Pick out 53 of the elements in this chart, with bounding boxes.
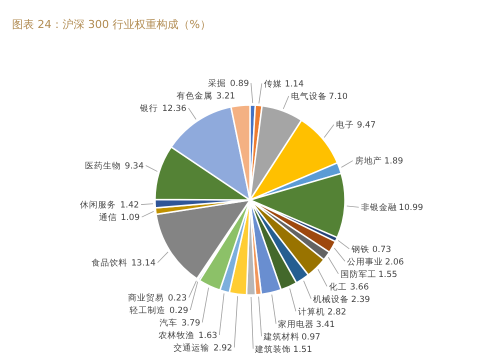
slice-label: 轻工制造 bbox=[129, 304, 166, 316]
data-label: 3.21 bbox=[216, 92, 236, 102]
slice-label: 传媒 bbox=[264, 78, 282, 90]
data-label: 2.82 bbox=[327, 307, 346, 318]
slice-label: 国防军工 bbox=[340, 268, 376, 280]
slice-label: 商业贸易 bbox=[128, 292, 164, 304]
data-label: 1.51 bbox=[293, 344, 312, 355]
data-label: 3.79 bbox=[181, 318, 200, 328]
data-label: 9.34 bbox=[124, 162, 144, 172]
data-label: 1.14 bbox=[284, 79, 304, 90]
data-label: 3.41 bbox=[316, 320, 335, 330]
data-label: 3.66 bbox=[350, 282, 369, 292]
slice-label: 计算机 bbox=[298, 306, 325, 318]
slice-label: 公用事业 bbox=[346, 256, 383, 268]
data-label: 0.23 bbox=[168, 293, 187, 304]
slice-label: 食品饮料 bbox=[91, 258, 128, 269]
data-label: 2.39 bbox=[351, 294, 370, 305]
slice-label: 建筑装饰 bbox=[254, 344, 292, 355]
data-label: 1.55 bbox=[378, 270, 398, 280]
data-label: 10.99 bbox=[398, 203, 424, 214]
data-label: 1.89 bbox=[384, 156, 404, 167]
slice-label: 非银金融 bbox=[360, 202, 397, 214]
slice-label: 汽车 bbox=[159, 317, 178, 328]
slice-label: 医药生物 bbox=[84, 160, 121, 172]
data-label: 0.89 bbox=[230, 79, 249, 90]
chart-title: 图表 24：沪深 300 行业权重构成（%） bbox=[12, 18, 211, 31]
slice-label: 建筑材料 bbox=[262, 331, 300, 342]
slice-label: 机械设备 bbox=[313, 294, 350, 305]
slice-label: 房地产 bbox=[354, 156, 382, 167]
data-label: 0.97 bbox=[302, 332, 320, 342]
slice-label: 有色金属 bbox=[176, 90, 212, 102]
slice-label: 交通运输 bbox=[173, 342, 210, 354]
slice-label: 化工 bbox=[328, 281, 347, 292]
slice-label: 钢铁 bbox=[350, 244, 370, 255]
slice-label: 农林牧渔 bbox=[158, 330, 194, 341]
data-label: 12.36 bbox=[162, 104, 186, 114]
slice-label: 电气设备 bbox=[290, 90, 327, 102]
data-label: 1.63 bbox=[198, 330, 218, 341]
data-label: 13.14 bbox=[131, 258, 156, 269]
slice-label: 休闲服务 bbox=[80, 200, 116, 211]
data-label: 2.06 bbox=[384, 257, 404, 268]
slice-label: 通信 bbox=[98, 212, 117, 224]
data-label: 0.73 bbox=[372, 244, 392, 255]
slice-label: 家用电器 bbox=[278, 318, 314, 330]
slice-label: 银行 bbox=[139, 103, 158, 114]
data-label: 1.09 bbox=[120, 213, 140, 224]
slice-label: 采掘 bbox=[208, 78, 226, 90]
data-label: 7.10 bbox=[328, 92, 348, 102]
data-label: 9.47 bbox=[356, 120, 376, 131]
data-label: 2.92 bbox=[213, 343, 232, 354]
data-label: 0.29 bbox=[169, 306, 188, 316]
slice-label: 电子 bbox=[336, 120, 354, 131]
data-label: 1.42 bbox=[120, 200, 140, 211]
